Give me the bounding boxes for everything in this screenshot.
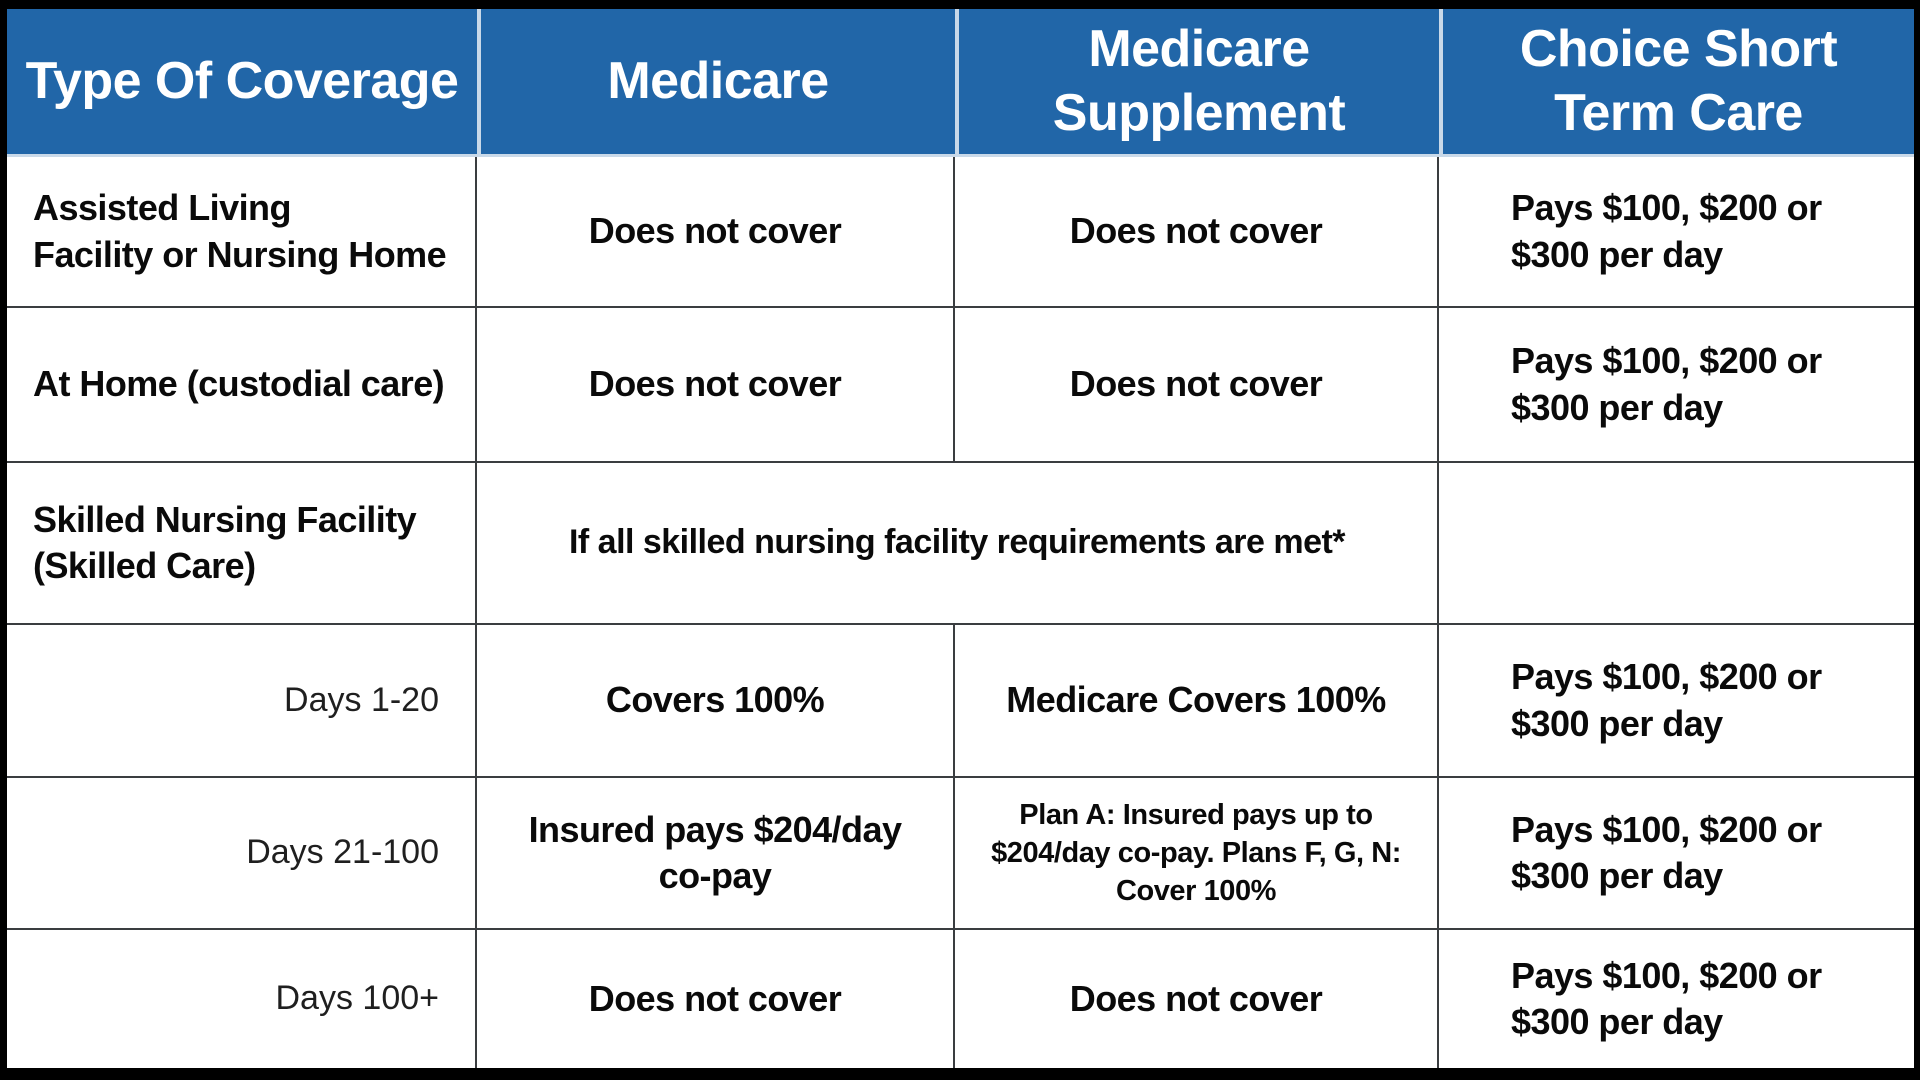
row-assisted-living-supplement-cell: Does not cover <box>955 157 1439 308</box>
header-cell-medicare-supplement: Medicare Supplement <box>955 9 1439 157</box>
row-days-1-20-medicare-cell: Covers 100% <box>477 625 955 778</box>
row-days-21-100-medicare-cell: Insured pays $204/day co-pay <box>477 778 955 930</box>
row-days-1-20-label: Days 1-20 <box>7 625 477 778</box>
row-days-21-100-supplement-cell: Plan A: Insured pays up to $204/day co-p… <box>955 778 1439 930</box>
row-at-home-choice-cell: Pays $100, $200 or $300 per day <box>1439 308 1914 463</box>
row-assisted-living-choice-cell: Pays $100, $200 or $300 per day <box>1439 157 1914 308</box>
header-cell-choice-short-term-care: Choice Short Term Care <box>1439 9 1914 157</box>
row-skilled-nursing-choice-cell <box>1439 463 1914 625</box>
row-skilled-nursing-merged-note: If all skilled nursing facility requirem… <box>477 463 1439 625</box>
row-days-21-100-choice-cell: Pays $100, $200 or $300 per day <box>1439 778 1914 930</box>
row-skilled-nursing-coverage-label: Skilled Nursing Facility (Skilled Care) <box>7 463 477 625</box>
row-assisted-living-medicare-cell: Does not cover <box>477 157 955 308</box>
row-at-home-supplement-cell: Does not cover <box>955 308 1439 463</box>
header-cell-type-of-coverage: Type Of Coverage <box>7 9 477 157</box>
row-days-1-20-supplement-cell: Medicare Covers 100% <box>955 625 1439 778</box>
header-cell-medicare: Medicare <box>477 9 955 157</box>
row-days-21-100-label: Days 21-100 <box>7 778 477 930</box>
row-days-100-plus-label: Days 100+ <box>7 930 477 1068</box>
row-days-1-20-choice-cell: Pays $100, $200 or $300 per day <box>1439 625 1914 778</box>
table-grid: Type Of Coverage Medicare Medicare Suppl… <box>7 9 1914 1068</box>
row-days-100-plus-medicare-cell: Does not cover <box>477 930 955 1068</box>
row-assisted-living-coverage-label: Assisted Living Facility or Nursing Home <box>7 157 477 308</box>
row-at-home-medicare-cell: Does not cover <box>477 308 955 463</box>
row-at-home-coverage-label: At Home (custodial care) <box>7 308 477 463</box>
row-days-100-plus-supplement-cell: Does not cover <box>955 930 1439 1068</box>
row-days-100-plus-choice-cell: Pays $100, $200 or $300 per day <box>1511 954 1822 1042</box>
